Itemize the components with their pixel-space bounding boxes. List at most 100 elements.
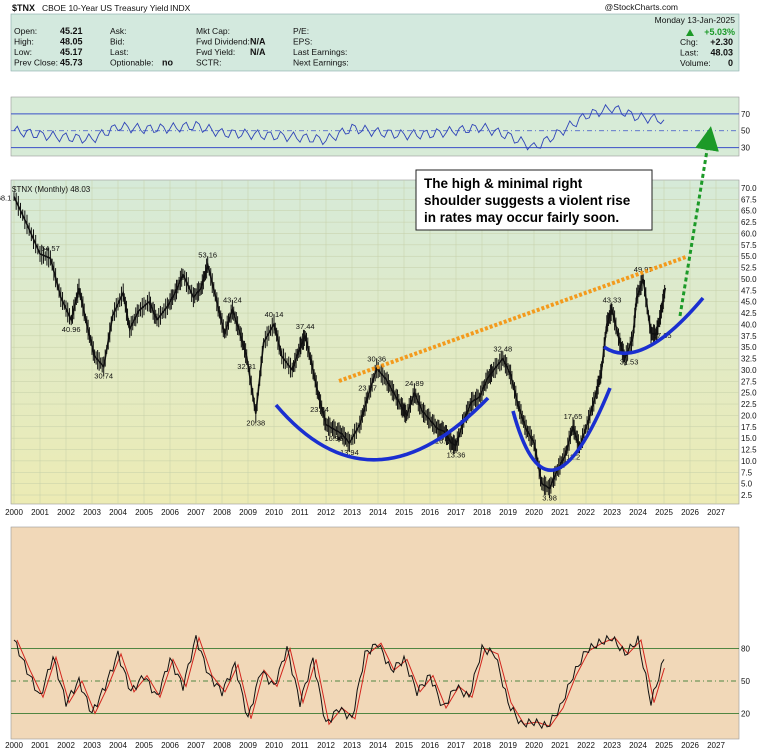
price-tick-label: 37.5 [741, 332, 757, 341]
field-label: Prev Close: [14, 58, 58, 68]
price-tick-label: 12.5 [741, 446, 757, 455]
field-label: High: [14, 37, 34, 47]
price-x-tick-label: 2002 [57, 508, 75, 517]
price-data-label: 32.53 [620, 357, 639, 366]
annotation-line-2: shoulder suggests a violent rise [424, 193, 631, 208]
projection-arrow [678, 126, 719, 317]
stoch-x-tick-label: 2003 [83, 741, 101, 750]
rsi-tick-label: 50 [741, 127, 750, 136]
stoch-x-tick-label: 2025 [655, 741, 673, 750]
price-tick-label: 45.0 [741, 298, 757, 307]
price-x-tick-label: 2009 [239, 508, 257, 517]
field-value: +2.30 [710, 37, 733, 47]
stoch-tick-label: 50 [741, 677, 750, 686]
price-data-label: 68.1 [0, 194, 11, 203]
field-value: 0 [728, 58, 733, 68]
field-label: Fwd Dividend: [196, 37, 250, 47]
price-data-label: 53.16 [198, 251, 217, 260]
price-data-label: 20.38 [246, 419, 265, 428]
price-data-label: 37.85 [653, 331, 672, 340]
stoch-x-tick-label: 2011 [291, 741, 309, 750]
price-tick-label: 55.0 [741, 252, 757, 261]
price-tick-label: 17.5 [741, 423, 757, 432]
price-data-label: 32.81 [237, 362, 256, 371]
price-data-label: 30.36 [367, 354, 386, 363]
price-x-tick-label: 2011 [291, 508, 309, 517]
price-tick-label: 52.5 [741, 264, 757, 273]
price-tick-label: 47.5 [741, 286, 757, 295]
annotation-box: The high & minimal right shoulder sugges… [415, 169, 653, 231]
cup-left-arc [274, 396, 490, 462]
stoch-x-tick-label: 2014 [369, 741, 387, 750]
price-x-tick-label: 2023 [603, 508, 621, 517]
stoch-x-tick-label: 2017 [447, 741, 465, 750]
symbol: $TNX [12, 3, 35, 13]
price-x-tick-label: 2007 [187, 508, 205, 517]
price-data-label: 54.57 [41, 244, 60, 253]
field-label: Ask: [110, 26, 127, 36]
stoch-x-tick-label: 2000 [5, 741, 23, 750]
field-value: N/A [250, 37, 266, 47]
field-label: Last: [680, 48, 698, 58]
price-x-tick-label: 2021 [551, 508, 569, 517]
price-tick-label: 35.0 [741, 343, 757, 352]
price-data-label: 23.97 [358, 383, 377, 392]
pct-change: +5.03% [704, 27, 735, 37]
price-data-label: 13.36 [447, 451, 466, 460]
trend-line-dotted [338, 255, 687, 383]
price-x-tick-label: 2025 [655, 508, 673, 517]
stoch-main-line [13, 634, 665, 730]
price-data-label: 3.98 [542, 493, 557, 502]
rsi-panel: 30 50 70 [10, 96, 750, 157]
field-label: Volume: [680, 58, 711, 68]
stoch-x-tick-label: 2027 [707, 741, 725, 750]
header: $TNX CBOE 10-Year US Treasury Yield INDX… [10, 2, 740, 72]
up-arrow-icon [686, 29, 694, 36]
price-tick-label: 65.0 [741, 207, 757, 216]
stoch-x-tick-label: 2019 [499, 741, 517, 750]
price-tick-label: 62.5 [741, 218, 757, 227]
price-x-tick-label: 2000 [5, 508, 23, 517]
price-x-tick-label: 2014 [369, 508, 387, 517]
price-data-label: 30.74 [94, 372, 113, 381]
price-x-tick-label: 2003 [83, 508, 101, 517]
price-tick-label: 5.0 [741, 480, 753, 489]
price-x-tick-label: 2013 [343, 508, 361, 517]
stoch-x-tick-label: 2022 [577, 741, 595, 750]
stoch-tick-label: 20 [741, 709, 750, 718]
price-data-label: 43.24 [223, 296, 242, 305]
field-label: Last Earnings: [293, 47, 347, 57]
price-tick-label: 27.5 [741, 377, 757, 386]
field-label: Low: [14, 47, 32, 57]
annotation-line-1: The high & minimal right [424, 176, 583, 191]
field-value: 48.03 [710, 48, 733, 58]
price-tick-label: 20.0 [741, 411, 757, 420]
field-label: Bid: [110, 37, 125, 47]
field-label: Mkt Cap: [196, 26, 230, 36]
price-x-tick-label: 2010 [265, 508, 283, 517]
price-panel: 2.5 5.0 7.5 10.0 12.5 15.0 17.5 20.0 22.5 25.0 27.… [0, 126, 757, 517]
price-x-tick-label: 2001 [31, 508, 49, 517]
price-tick-label: 22.5 [741, 400, 757, 409]
stoch-x-tick-label: 2012 [317, 741, 335, 750]
price-tick-label: 15.0 [741, 434, 757, 443]
annotation-line-3: in rates may occur fairly soon. [424, 210, 619, 225]
price-tick-label: 2.5 [741, 491, 753, 500]
field-value: 45.21 [60, 26, 83, 36]
stochastic-background [10, 526, 740, 740]
rsi-background [10, 96, 740, 157]
price-data-label: 49.97 [634, 265, 653, 274]
price-title: $TNX (Monthly) 48.03 [12, 185, 91, 194]
price-background [10, 179, 740, 505]
price-tick-label: 70.0 [741, 184, 757, 193]
stoch-tick-label: 80 [741, 645, 750, 654]
field-label: Last: [110, 47, 128, 57]
price-tick-label: 10.0 [741, 457, 757, 466]
field-value: no [162, 58, 173, 68]
cup-middle-arc [511, 387, 612, 472]
stoch-x-tick-label: 2013 [343, 741, 361, 750]
rsi-line [13, 103, 665, 151]
rsi-tick-label: 30 [741, 144, 750, 153]
